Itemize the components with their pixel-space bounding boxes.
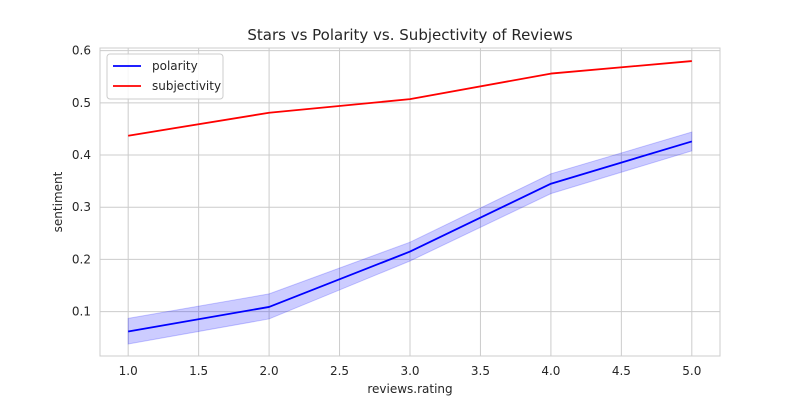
- x-tick-label: 2.5: [330, 364, 349, 378]
- x-tick-label: 4.5: [612, 364, 631, 378]
- legend: polarity subjectivity: [106, 53, 224, 100]
- x-tick-label: 1.5: [189, 364, 208, 378]
- y-tick-label: 0.1: [72, 305, 91, 319]
- x-tick-label: 1.0: [119, 364, 138, 378]
- legend-label-subjectivity: subjectivity: [152, 79, 221, 93]
- x-tick-label: 3.5: [471, 364, 490, 378]
- y-tick-label: 0.2: [72, 252, 91, 266]
- subjectivity-line: [128, 60, 692, 137]
- x-tick-label: 3.0: [400, 364, 419, 378]
- y-axis-label: sentiment: [51, 171, 65, 232]
- confidence-bands: [127, 131, 693, 345]
- chart-title: Stars vs Polarity vs. Subjectivity of Re…: [247, 26, 572, 44]
- x-tick-labels: 1.0 1.5 2.0 2.5 3.0 3.5 4.0 4.5 5.0: [119, 364, 702, 378]
- y-tick-label: 0.6: [72, 44, 91, 58]
- plot-frame: [99, 47, 721, 357]
- x-axis-label: reviews.rating: [367, 382, 452, 396]
- polarity-confidence-band: [127, 131, 693, 345]
- polarity-line: [128, 140, 693, 333]
- grid: [100, 48, 720, 356]
- y-tick-label: 0.4: [72, 148, 91, 162]
- x-tick-label: 4.0: [541, 364, 560, 378]
- y-tick-label: 0.3: [72, 200, 91, 214]
- y-tick-label: 0.5: [72, 96, 91, 110]
- legend-label-polarity: polarity: [152, 59, 198, 73]
- x-tick-label: 5.0: [682, 364, 701, 378]
- series-lines: [128, 60, 693, 333]
- x-tick-label: 2.0: [260, 364, 279, 378]
- y-tick-labels: 0.1 0.2 0.3 0.4 0.5 0.6: [72, 44, 91, 319]
